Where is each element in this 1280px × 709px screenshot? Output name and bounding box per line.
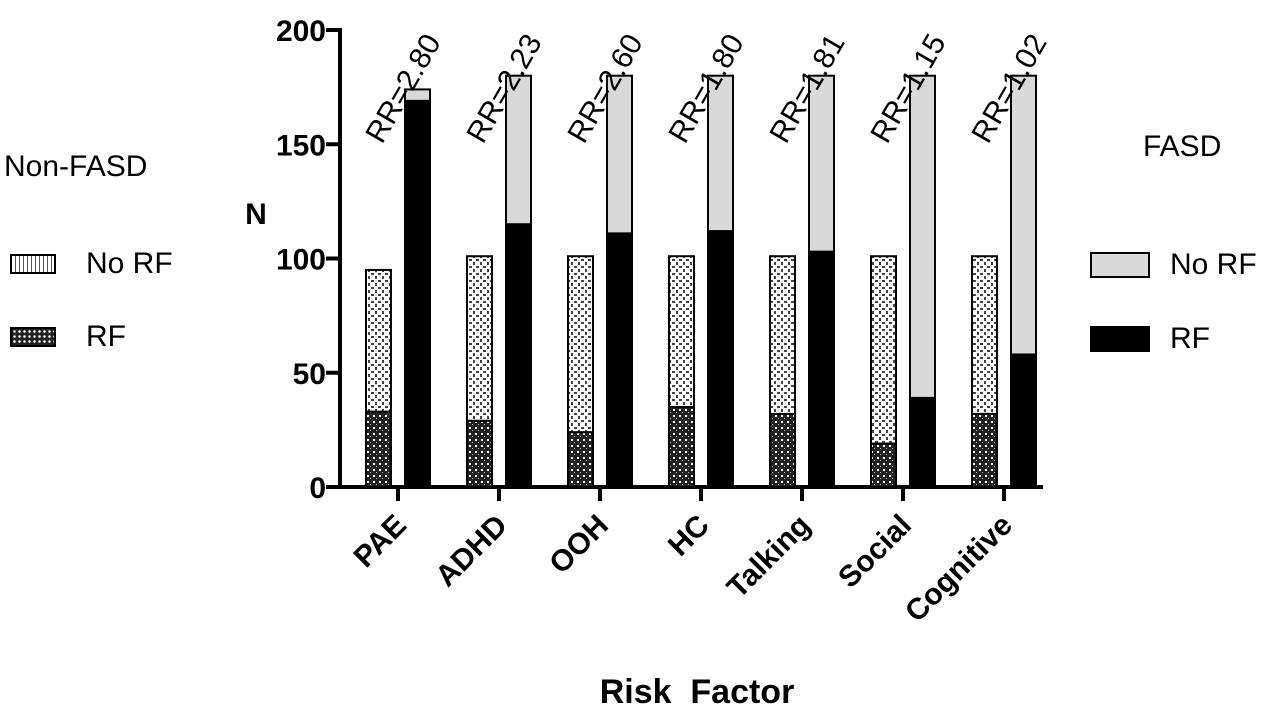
- legend-nonfasd-rf: RF: [10, 320, 126, 354]
- bar-nonfasd-no-rf-ooh: [567, 255, 594, 434]
- bar-nonfasd-rf-social: [870, 442, 897, 488]
- bar-nonfasd-rf-talking: [769, 412, 796, 489]
- annotation-rr-talking: RR=1.81: [763, 29, 851, 149]
- legend-nonfasd-rf-swatch: [10, 327, 56, 347]
- bar-fasd-rf-cognitive: [1010, 353, 1037, 488]
- bar-nonfasd-no-rf-cognitive: [971, 255, 998, 415]
- x-tick-label-hc: HC: [662, 509, 716, 563]
- legend-fasd-rf-swatch: [1090, 326, 1150, 352]
- annotation-rr-ooh: RR=2.60: [561, 29, 649, 149]
- y-tick-label-0: 0: [309, 472, 326, 505]
- x-tick-label-adhd: ADHD: [429, 509, 514, 594]
- bar-fasd-no-rf-pae: [404, 88, 431, 102]
- legend-fasd-no-rf-swatch: [1090, 252, 1150, 278]
- y-axis-label: N: [245, 198, 267, 231]
- bar-nonfasd-no-rf-adhd: [466, 255, 493, 422]
- bar-nonfasd-rf-ooh: [567, 431, 594, 489]
- bar-nonfasd-no-rf-talking: [769, 255, 796, 415]
- legend-nonfasd-no-rf-label: No RF: [86, 247, 173, 280]
- bar-fasd-no-rf-hc: [707, 74, 734, 233]
- y-tick-label-50: 50: [293, 358, 326, 391]
- x-axis-label: Risk Factor: [600, 673, 795, 709]
- annotation-rr-adhd: RR=2.23: [460, 29, 548, 149]
- bar-fasd-no-rf-social: [909, 74, 936, 399]
- annotation-rr-cognitive: RR=1.02: [965, 29, 1053, 149]
- bar-nonfasd-rf-adhd: [466, 419, 493, 488]
- y-tick-label-200: 200: [276, 15, 326, 48]
- legend-nonfasd-title: Non-FASD: [4, 150, 148, 183]
- bar-nonfasd-rf-pae: [365, 410, 392, 488]
- bar-fasd-no-rf-adhd: [505, 74, 532, 226]
- bar-fasd-no-rf-ooh: [606, 74, 633, 235]
- bar-fasd-no-rf-talking: [808, 74, 835, 253]
- bar-fasd-rf-pae: [404, 99, 431, 489]
- bar-fasd-rf-ooh: [606, 232, 633, 488]
- bar-fasd-rf-social: [909, 396, 936, 489]
- annotation-rr-pae: RR=2.80: [359, 29, 447, 149]
- x-tick-label-cognitive: Cognitive: [899, 509, 1019, 629]
- annotation-rr-social: RR=1.15: [864, 29, 952, 149]
- x-tick-label-pae: PAE: [348, 509, 413, 574]
- legend-fasd-rf-label: RF: [1170, 322, 1210, 355]
- legend-fasd-rf: RF: [1090, 322, 1210, 356]
- legend-fasd-no-rf: No RF: [1090, 248, 1257, 282]
- x-tick-label-talking: Talking: [721, 509, 817, 605]
- y-tick-label-100: 100: [276, 244, 326, 277]
- legend-nonfasd-no-rf-swatch: [10, 254, 56, 274]
- x-tick-label-ooh: OOH: [543, 509, 615, 581]
- bar-nonfasd-rf-hc: [668, 406, 695, 488]
- bar-fasd-rf-talking: [808, 250, 835, 488]
- bar-fasd-rf-hc: [707, 230, 734, 488]
- bar-fasd-rf-adhd: [505, 223, 532, 488]
- legend-nonfasd-rf-label: RF: [86, 320, 126, 353]
- bar-nonfasd-rf-cognitive: [971, 412, 998, 489]
- legend-fasd-title: FASD: [1143, 130, 1222, 163]
- legend-nonfasd-no-rf: No RF: [10, 247, 173, 281]
- bar-nonfasd-no-rf-social: [870, 255, 897, 445]
- x-tick-label-social: Social: [832, 509, 918, 595]
- y-tick-label-150: 150: [276, 129, 326, 162]
- bars: [365, 74, 1037, 489]
- bar-nonfasd-no-rf-pae: [365, 268, 392, 413]
- legend-fasd-no-rf-label: No RF: [1170, 248, 1257, 281]
- bar-fasd-no-rf-cognitive: [1010, 74, 1037, 356]
- bar-nonfasd-no-rf-hc: [668, 255, 695, 409]
- annotation-rr-hc: RR=1.80: [662, 29, 750, 149]
